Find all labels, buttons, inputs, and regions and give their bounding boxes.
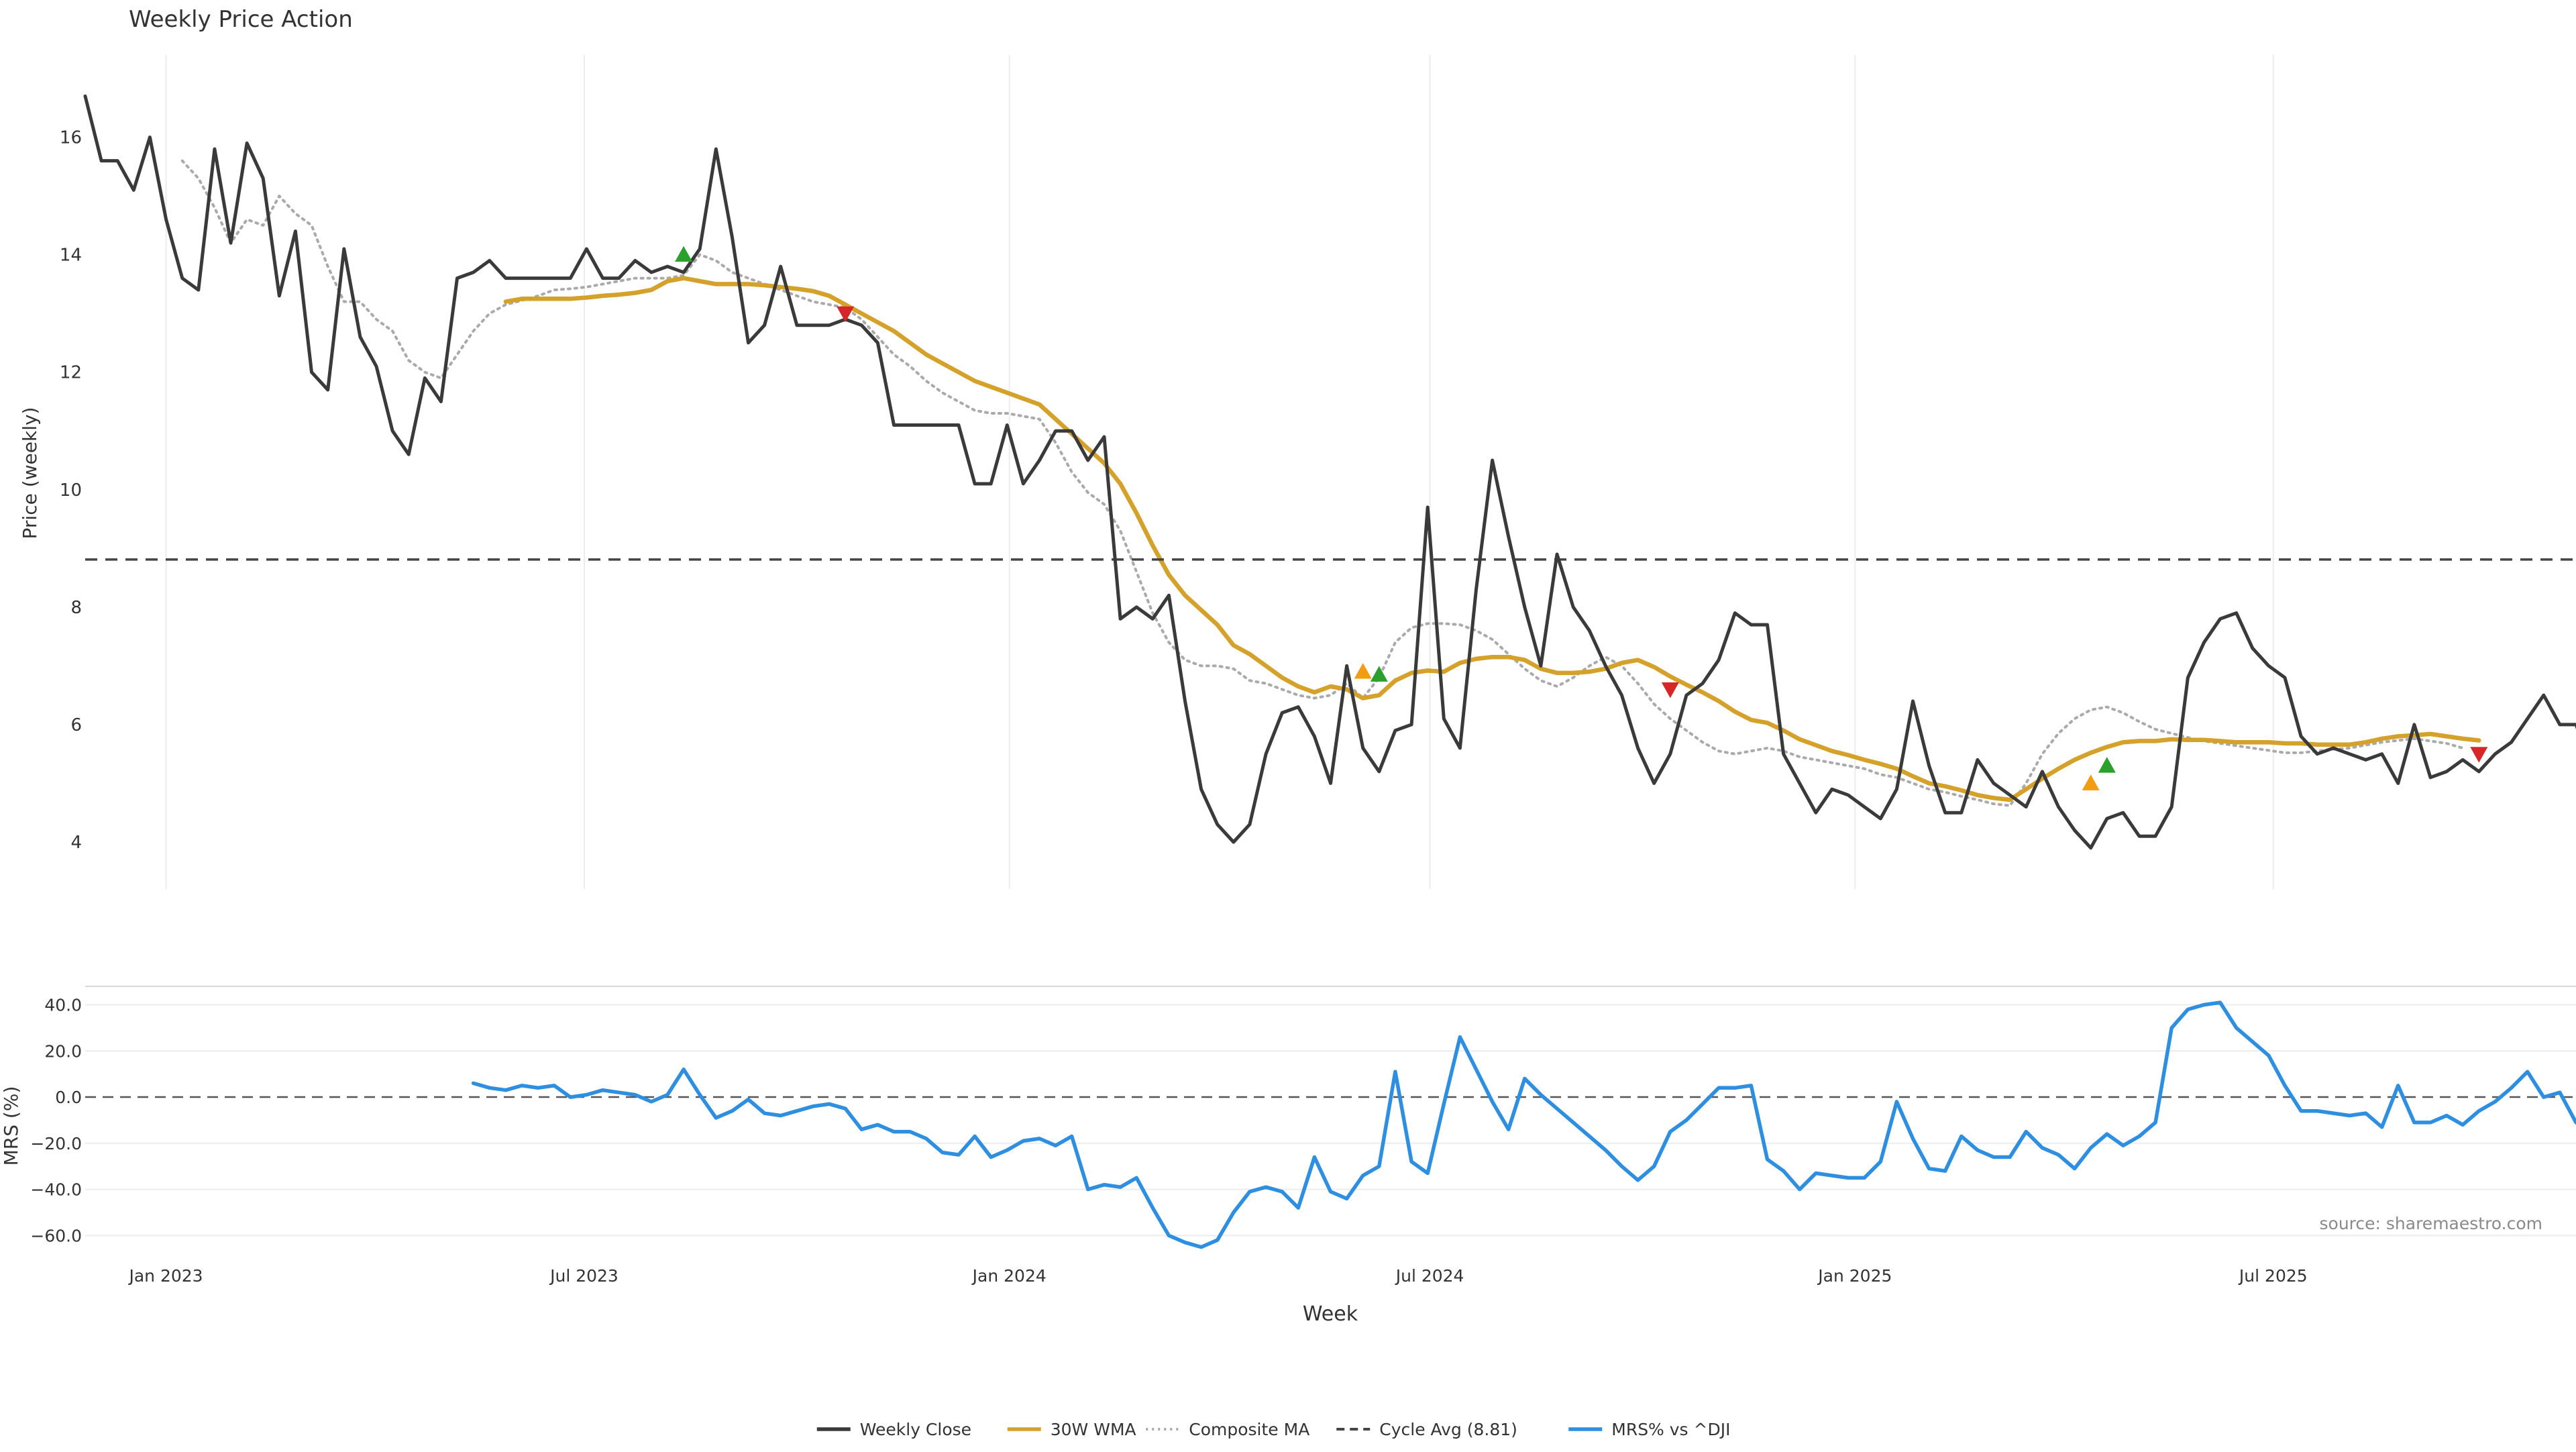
buy-signal-marker — [675, 246, 693, 262]
price-y-axis-label: Price (weekly) — [19, 407, 41, 539]
price-panel: 4 6 8 10 12 14 16 — [60, 94, 2576, 853]
mrs-y-tick-label: 40.0 — [44, 996, 82, 1015]
sell-signal-marker — [2470, 747, 2488, 763]
mrs-panel: Jan 2023 Jul 2023 Jan 2024 Jul 2024 Jan 2025… — [30, 996, 2576, 1286]
legend-label: MRS% vs ^DJI — [1611, 1420, 1730, 1439]
price-y-tick-label: 12 — [60, 363, 82, 383]
x-axis-label: Week — [1303, 1302, 1358, 1326]
price-y-tick-label: 6 — [70, 715, 82, 735]
source-annotation: source: sharemaestro.com — [2320, 1214, 2543, 1233]
price-y-tick-label: 14 — [60, 246, 82, 266]
mrs-y-tick-label: −40.0 — [30, 1180, 82, 1200]
mrs-y-tick-label: 0.0 — [55, 1088, 82, 1107]
composite-ma-line — [180, 159, 2465, 807]
x-tick-label: Jan 2025 — [1817, 1266, 1892, 1286]
mrs-line — [471, 1000, 2576, 1249]
x-tick-label: Jul 2023 — [549, 1266, 619, 1286]
chart-title: Weekly Price Action — [129, 6, 353, 33]
price-y-tick-label: 8 — [70, 598, 82, 618]
legend: Weekly Close 30W WMA Composite MA Cycle Avg… — [816, 1420, 1730, 1439]
mrs-y-axis-label: MRS (%) — [0, 1086, 22, 1166]
legend-label: 30W WMA — [1051, 1420, 1136, 1439]
sell-signal-marker — [837, 306, 855, 323]
weekly-close-line — [83, 94, 2576, 850]
price-y-tick-label: 4 — [70, 833, 82, 853]
price-y-tick-label: 16 — [60, 128, 82, 148]
mrs-y-tick-label: −60.0 — [30, 1226, 82, 1245]
legend-label: Weekly Close — [860, 1420, 971, 1439]
buy-signal-marker — [1370, 666, 1388, 682]
wma-line — [503, 276, 2481, 802]
legend-label: Cycle Avg (8.81) — [1379, 1420, 1517, 1439]
caution-signal-marker — [1354, 663, 1372, 679]
x-tick-label: Jul 2025 — [2238, 1266, 2308, 1286]
x-tick-label: Jan 2023 — [127, 1266, 203, 1286]
x-tick-label: Jul 2024 — [1395, 1266, 1464, 1286]
mrs-y-tick-label: −20.0 — [30, 1134, 82, 1153]
buy-signal-marker — [2098, 757, 2116, 773]
mrs-y-tick-label: 20.0 — [44, 1041, 82, 1061]
caution-signal-marker — [2082, 774, 2100, 790]
sell-signal-marker — [1661, 682, 1679, 698]
price-y-tick-label: 10 — [60, 480, 82, 501]
legend-label: Composite MA — [1189, 1420, 1309, 1439]
x-tick-label: Jan 2024 — [971, 1266, 1046, 1286]
